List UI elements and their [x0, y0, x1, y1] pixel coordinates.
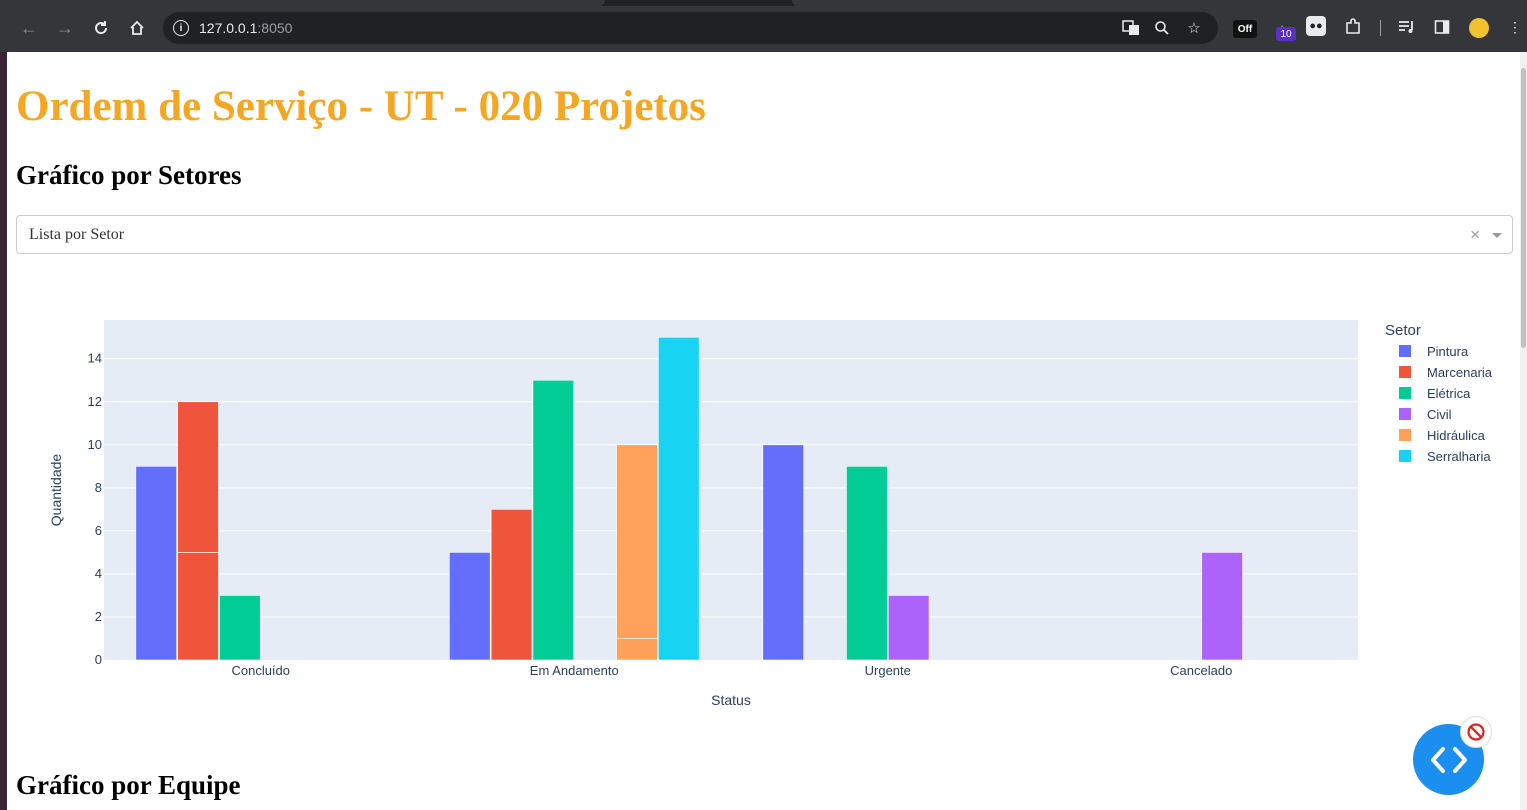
menu-kebab-icon[interactable]: ⋮ — [1508, 18, 1522, 35]
code-brackets-icon — [1430, 746, 1467, 773]
y-tick-label: 12 — [88, 394, 102, 409]
section-heading-setores: Gráfico por Setores — [16, 160, 242, 190]
url-text[interactable]: 127.0.0.1:8050 — [199, 20, 293, 36]
legend-item: Civil — [1427, 407, 1452, 422]
legend-swatch — [1399, 366, 1411, 378]
bar — [887, 595, 930, 661]
bar — [846, 466, 888, 661]
side-panel-icon[interactable] — [1431, 16, 1453, 38]
x-tick-label: Urgente — [865, 663, 911, 678]
browser-toolbar: ← → i 127.0.0.1:8050 ☆ Off ▲ 10 ●● ⋮ — [0, 0, 1527, 52]
legend-item: Elétrica — [1427, 386, 1471, 401]
bar — [219, 595, 261, 661]
y-tick-label: 4 — [95, 566, 102, 581]
extensions-puzzle-icon[interactable] — [1342, 16, 1364, 38]
x-tick-label: Concluído — [231, 663, 290, 678]
extension-off-icon[interactable]: Off — [1233, 20, 1257, 38]
legend-item: Marcenaria — [1427, 365, 1493, 380]
legend-swatch — [1399, 450, 1411, 462]
y-tick-label: 0 — [95, 652, 102, 667]
forward-icon[interactable]: → — [56, 17, 74, 38]
bar — [616, 444, 658, 639]
y-tick-label: 2 — [95, 609, 102, 624]
site-info-icon[interactable]: i — [173, 20, 189, 36]
legend-swatch — [1399, 429, 1411, 441]
legend-title: Setor — [1385, 322, 1421, 339]
setor-dropdown[interactable]: Lista por Setor × — [16, 215, 1513, 254]
y-tick-label: 8 — [95, 480, 102, 495]
section-heading-equipe: Gráfico por Equipe — [16, 770, 241, 800]
y-tick-label: 10 — [88, 437, 102, 452]
extension-eyes-icon[interactable]: ●● — [1306, 16, 1326, 36]
bar — [449, 552, 491, 661]
y-tick-label: 14 — [88, 351, 102, 366]
bar — [616, 638, 658, 661]
page-scrollbar[interactable] — [1520, 52, 1527, 810]
legend-item: Serralharia — [1427, 449, 1491, 464]
x-tick-label: Cancelado — [1170, 663, 1232, 678]
media-control-icon[interactable] — [1396, 16, 1418, 38]
dropdown-arrow-icon[interactable] — [1492, 233, 1502, 238]
bar — [762, 444, 804, 661]
bar — [177, 552, 219, 661]
legend-item: Pintura — [1427, 344, 1469, 359]
y-tick-label: 6 — [95, 523, 102, 538]
toolbar-separator — [1380, 20, 1381, 36]
home-icon[interactable] — [123, 14, 151, 42]
page-title: Ordem de Serviço - UT - 020 Projetos — [16, 83, 706, 130]
legend-swatch — [1399, 387, 1411, 399]
y-axis-title: Quantidade — [48, 454, 64, 527]
dropdown-clear-icon[interactable]: × — [1470, 225, 1480, 244]
legend-swatch — [1399, 345, 1411, 357]
setores-bar-chart: 0 2 4 6 8 10 12 14 Concluído Em Andamento Urgente C… — [48, 320, 1493, 708]
address-bar[interactable]: i 127.0.0.1:8050 ☆ — [163, 12, 1218, 44]
page-viewport: Ordem de Serviço - UT - 020 Projetos Grá… — [7, 52, 1520, 810]
dropdown-placeholder: Lista por Setor — [29, 225, 125, 243]
plot-area — [104, 320, 1358, 660]
extension-badge-count: 10 — [1276, 27, 1296, 41]
profile-avatar[interactable] — [1469, 18, 1489, 38]
tab-strip-right — [792, 0, 1527, 6]
block-icon[interactable] — [1460, 716, 1492, 748]
x-tick-label: Em Andamento — [530, 663, 619, 678]
bar — [135, 466, 177, 661]
bar — [490, 509, 533, 661]
x-axis-title: Status — [711, 692, 751, 708]
bar — [532, 379, 575, 661]
legend-item: Hidráulica — [1427, 428, 1486, 443]
bar — [658, 336, 700, 661]
bar — [177, 401, 219, 553]
scrollbar-thumb[interactable] — [1521, 68, 1526, 348]
legend-swatch — [1399, 408, 1411, 420]
reload-icon[interactable] — [87, 14, 115, 42]
bookmark-star-icon[interactable]: ☆ — [1187, 20, 1201, 37]
zoom-icon[interactable] — [1152, 18, 1172, 38]
back-icon[interactable]: ← — [20, 17, 38, 38]
tab-strip-left — [0, 0, 605, 6]
translate-icon[interactable] — [1121, 18, 1141, 38]
bar — [1201, 552, 1243, 661]
tab-strip — [0, 0, 1527, 6]
